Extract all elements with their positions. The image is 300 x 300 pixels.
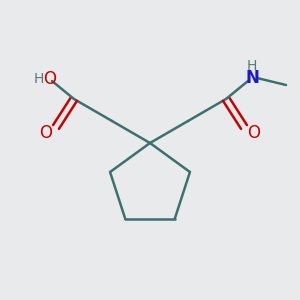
Text: H: H: [34, 72, 44, 86]
Text: N: N: [245, 69, 259, 87]
Text: O: O: [248, 124, 260, 142]
Text: H: H: [247, 59, 257, 73]
Text: O: O: [44, 70, 56, 88]
Text: O: O: [40, 124, 52, 142]
